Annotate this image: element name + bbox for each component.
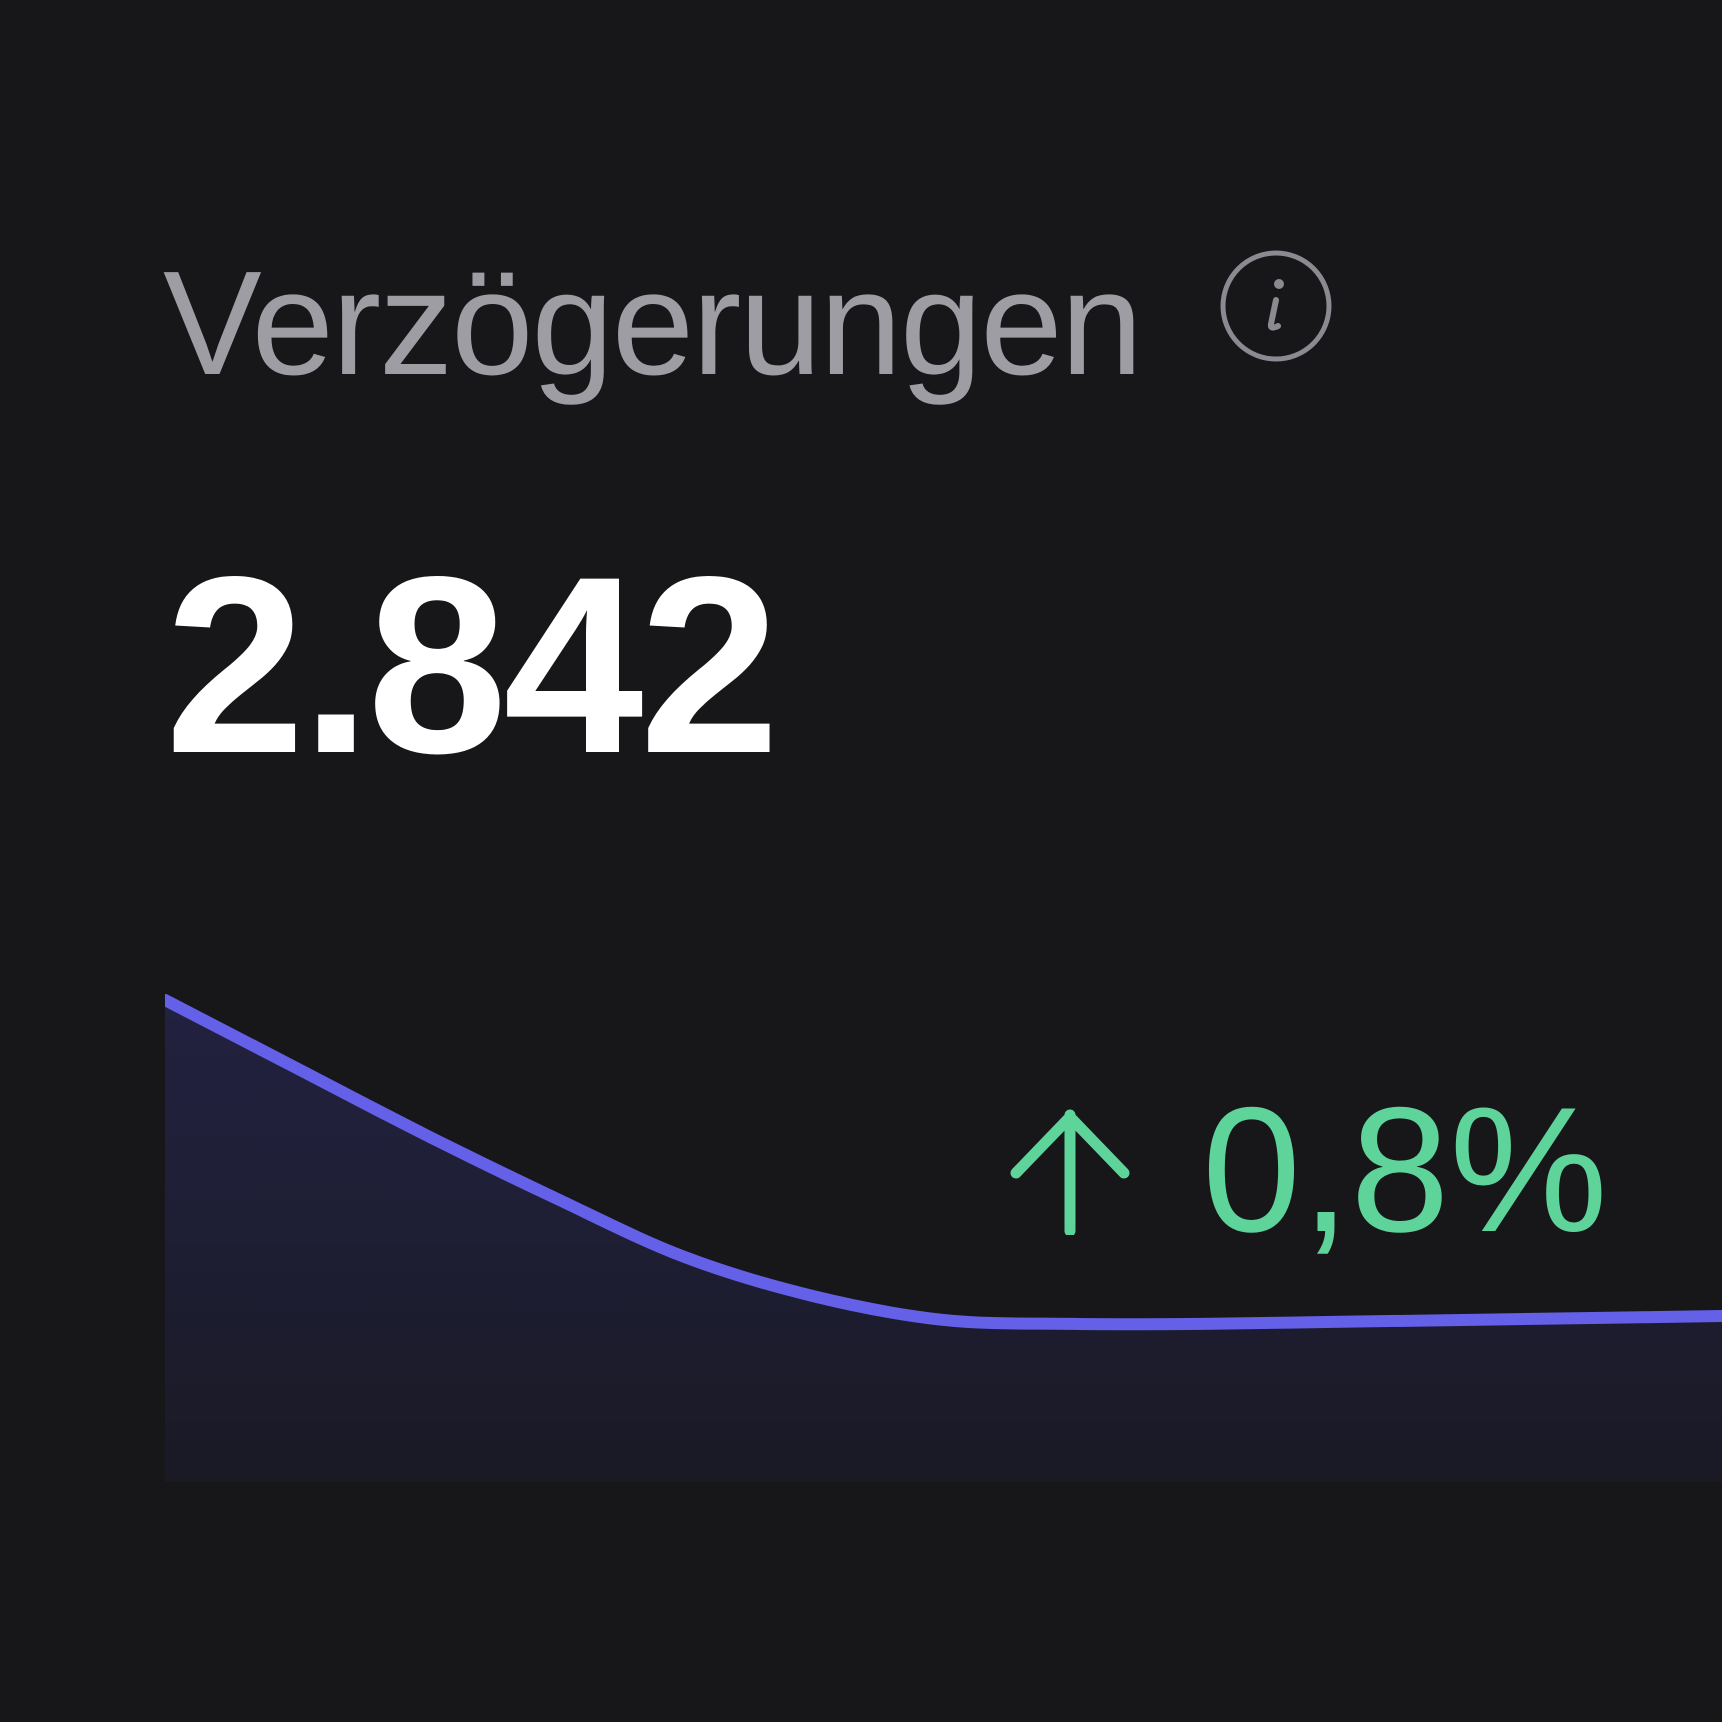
arrow-up-icon (1010, 1109, 1130, 1235)
delta-value: 0,8% (1202, 1070, 1608, 1269)
metric-value: 2.842 (165, 525, 780, 806)
sparkline-chart (165, 994, 1722, 1482)
sparkline-line (165, 994, 1722, 1331)
delta-badge: 0,8% (1008, 1081, 1608, 1259)
info-icon[interactable] (1218, 248, 1334, 364)
metric-title: Verzögerungen (163, 241, 1143, 406)
sparkline-area (165, 1000, 1722, 1482)
